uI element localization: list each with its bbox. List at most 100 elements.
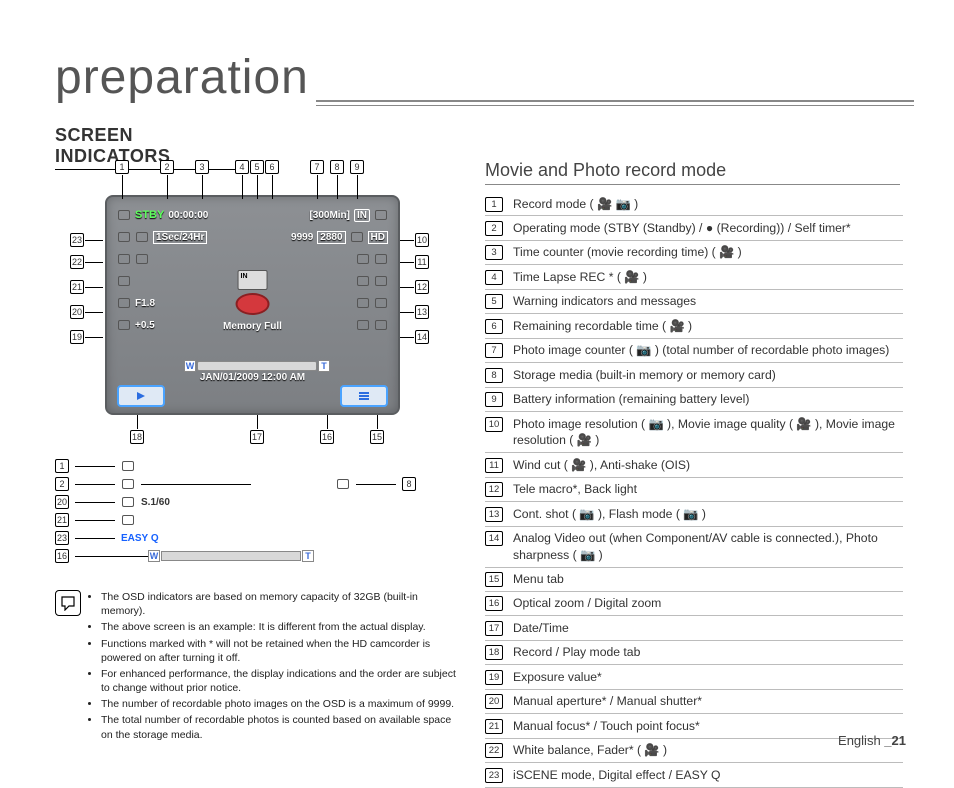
callout-num: 17 xyxy=(250,430,264,444)
callout-line xyxy=(272,175,273,199)
callout-num: 20 xyxy=(70,305,84,319)
legend-num: 2 xyxy=(485,221,503,236)
legend-num: 12 xyxy=(485,482,503,497)
quality-icon xyxy=(351,232,363,242)
callout-num: 6 xyxy=(265,160,279,174)
callout-num: 21 xyxy=(70,280,84,294)
legend-text: Exposure value* xyxy=(513,669,903,685)
callout-num: 3 xyxy=(195,160,209,174)
legend-row: 16Optical zoom / Digital zoom xyxy=(485,592,903,616)
mini-num: 16 xyxy=(55,549,69,563)
section-heading: SCREEN INDICATORS xyxy=(55,125,245,170)
legend-row: 1Record mode ( 🎥 📷 ) xyxy=(485,192,903,216)
lcd-datetime: JAN/01/2009 12:00 AM xyxy=(107,372,398,383)
title-rule xyxy=(316,100,914,104)
legend-text: Warning indicators and messages xyxy=(513,293,903,309)
touchfocus-icon xyxy=(122,515,134,525)
backlight-icon xyxy=(375,276,387,286)
legend-num: 13 xyxy=(485,507,503,522)
callout-num: 4 xyxy=(235,160,249,174)
callout-num: 19 xyxy=(70,330,84,344)
easyq-label: EASY Q xyxy=(121,533,159,544)
iscene-icon xyxy=(118,232,130,242)
callout-line xyxy=(400,337,414,338)
callout-line xyxy=(400,262,414,263)
flash-icon xyxy=(375,298,387,308)
note-item: The OSD indicators are based on memory c… xyxy=(101,590,460,618)
callout-line xyxy=(317,175,318,199)
mini-num: 23 xyxy=(55,531,69,545)
legend-row: 4Time Lapse REC * ( 🎥 ) xyxy=(485,265,903,289)
contshot-icon xyxy=(357,298,369,308)
legend-text: Photo image resolution ( 📷 ), Movie imag… xyxy=(513,416,903,449)
mini-num: 2 xyxy=(55,477,69,491)
legend-num: 8 xyxy=(485,368,503,383)
page-footer: English _21 xyxy=(838,733,906,748)
mini-num: 1 xyxy=(55,459,69,473)
legend-text: Manual aperture* / Manual shutter* xyxy=(513,693,903,709)
legend-text: Record / Play mode tab xyxy=(513,644,903,660)
legend-text: Record mode ( 🎥 📷 ) xyxy=(513,196,903,212)
callout-line xyxy=(137,415,138,429)
sd-in-label: IN xyxy=(241,273,248,280)
footer-lang: English xyxy=(838,733,881,748)
callout-line xyxy=(377,415,378,429)
callout-num: 2 xyxy=(160,160,174,174)
callout-num: 12 xyxy=(415,280,429,294)
legend-row: 12Tele macro*, Back light xyxy=(485,478,903,502)
legend-text: Wind cut ( 🎥 ), Anti-shake (OIS) xyxy=(513,457,903,473)
aperture-icon xyxy=(118,298,130,308)
play-mode-tab[interactable] xyxy=(117,385,165,407)
mini-diagram: 1 2 8 20S.1/60 21 23EASY Q 16 W T xyxy=(55,455,435,595)
legend-text: Battery information (remaining battery l… xyxy=(513,391,903,407)
legend-row: 18Record / Play mode tab xyxy=(485,641,903,665)
footer-page: _21 xyxy=(884,733,906,748)
memory-full-label: Memory Full xyxy=(223,321,282,332)
battery-icon xyxy=(375,210,387,220)
legend-text: Storage media (built-in memory or memory… xyxy=(513,367,903,383)
note-icon xyxy=(55,590,81,616)
legend-text: Menu tab xyxy=(513,571,903,587)
telemacro-icon xyxy=(357,276,369,286)
storage-icon xyxy=(337,479,349,489)
legend-row: 23iSCENE mode, Digital effect / EASY Q xyxy=(485,763,903,787)
legend-row: 17Date/Time xyxy=(485,616,903,640)
callout-num: 1 xyxy=(115,160,129,174)
legend-row: 5 Warning indicators and messages xyxy=(485,290,903,314)
legend-num: 17 xyxy=(485,621,503,636)
zoom-t-label: T xyxy=(318,360,330,372)
ev-icon xyxy=(118,320,130,330)
callout-num: 15 xyxy=(370,430,384,444)
legend-row: 10 Photo image resolution ( 📷 ), Movie im… xyxy=(485,412,903,453)
legend-text: Time counter (movie recording time) ( 🎥 … xyxy=(513,244,903,260)
page-title: preparation xyxy=(55,50,309,105)
callout-line xyxy=(327,415,328,429)
legend-num: 10 xyxy=(485,417,503,432)
legend-row: 6Remaining recordable time ( 🎥 ) xyxy=(485,314,903,338)
legend-text: Operating mode (STBY (Standby) / ● (Reco… xyxy=(513,220,903,236)
legend-num: 5 xyxy=(485,294,503,309)
aperture-value: F1.8 xyxy=(135,298,155,309)
callout-line xyxy=(85,337,103,338)
mini-zoom-bar: W T xyxy=(161,551,301,561)
legend-row: 15 Menu tab xyxy=(485,568,903,592)
note-item: The total number of recordable photos is… xyxy=(101,713,460,741)
callout-line xyxy=(400,287,414,288)
mini-num: 20 xyxy=(55,495,69,509)
callout-line xyxy=(85,287,103,288)
callout-num: 22 xyxy=(70,255,84,269)
legend-num: 21 xyxy=(485,719,503,734)
right-column-heading: Movie and Photo record mode xyxy=(485,160,900,185)
legend-num: 22 xyxy=(485,743,503,758)
note-item: The number of recordable photo images on… xyxy=(101,697,460,711)
mini-zoom-t: T xyxy=(302,550,314,562)
menu-tab[interactable] xyxy=(340,385,388,407)
callout-line xyxy=(167,175,168,199)
callout-num: 11 xyxy=(415,255,429,269)
legend-num: 15 xyxy=(485,572,503,587)
callout-line xyxy=(85,240,103,241)
legend-num: 14 xyxy=(485,531,503,546)
avout-icon xyxy=(357,320,369,330)
legend-text: Remaining recordable time ( 🎥 ) xyxy=(513,318,903,334)
legend-text: Analog Video out (when Component/AV cabl… xyxy=(513,530,903,563)
